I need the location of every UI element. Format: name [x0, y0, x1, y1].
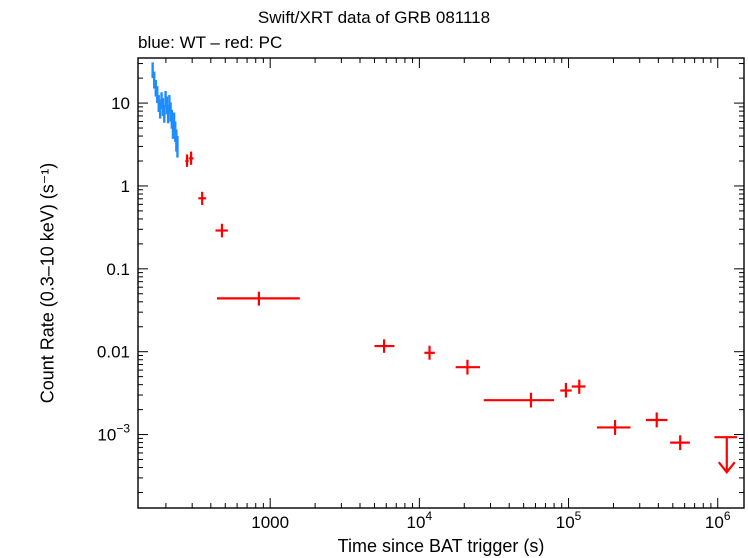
- plot-frame: [137, 57, 745, 509]
- x-tick-label: 106: [705, 509, 731, 532]
- pc-data-point: [216, 291, 300, 306]
- pc-upper-limit: [714, 436, 738, 474]
- wt-data-point: [176, 136, 179, 158]
- y-tick-label: 1: [121, 177, 130, 196]
- pc-data-point: [455, 359, 481, 375]
- y-tick-label: 0.01: [97, 343, 130, 362]
- x-axis-label: Time since BAT trigger (s): [337, 536, 545, 556]
- pc-data-point: [374, 339, 395, 353]
- x-tick-label-base: 1000: [251, 513, 289, 532]
- x-tick-label-exponent: 5: [575, 509, 582, 523]
- y-tick-label: 10−3: [97, 422, 130, 445]
- x-tick-label-base: 10: [705, 513, 724, 532]
- y-tick-label-base: 0.1: [106, 260, 130, 279]
- wt-data-point: [166, 104, 170, 124]
- y-tick-label-base: 10: [111, 94, 130, 113]
- down-arrow-icon: [717, 461, 736, 474]
- pc-data-point: [198, 191, 207, 205]
- x-tick-label: 1000: [251, 513, 289, 532]
- y-tick-label: 10: [111, 94, 130, 113]
- axis-ticks: [138, 58, 744, 508]
- pc-data-point: [645, 412, 668, 428]
- data-marks: [151, 62, 738, 474]
- y-tick-label-base: 1: [121, 177, 130, 196]
- wt-data-point: [151, 62, 154, 79]
- y-tick-label-base: 10: [97, 426, 116, 445]
- x-tick-label-exponent: 6: [724, 509, 731, 523]
- x-tick-label-base: 10: [407, 513, 426, 532]
- wt-data-point: [156, 86, 159, 104]
- x-tick-label: 104: [407, 509, 433, 532]
- chart-subtitle: blue: WT – red: PC: [138, 33, 283, 52]
- pc-data-point: [596, 419, 631, 435]
- pc-data-point: [483, 392, 555, 408]
- pc-data-point: [560, 382, 572, 398]
- pc-data-point: [571, 379, 586, 394]
- chart-title: Swift/XRT data of GRB 081118: [257, 8, 491, 27]
- x-tick-label-exponent: 4: [425, 509, 432, 523]
- pc-data-point: [185, 154, 189, 167]
- pc-data-point: [670, 435, 690, 451]
- x-tick-label-base: 10: [556, 513, 575, 532]
- pc-data-point: [424, 345, 435, 360]
- y-tick-label-base: 0.01: [97, 343, 130, 362]
- y-tick-label: 0.1: [106, 260, 130, 279]
- pc-data-point: [215, 223, 228, 238]
- x-tick-label: 105: [556, 509, 582, 532]
- y-tick-label-exponent: −3: [116, 422, 130, 436]
- pc-data-point: [188, 151, 194, 165]
- wt-data-point: [163, 104, 166, 123]
